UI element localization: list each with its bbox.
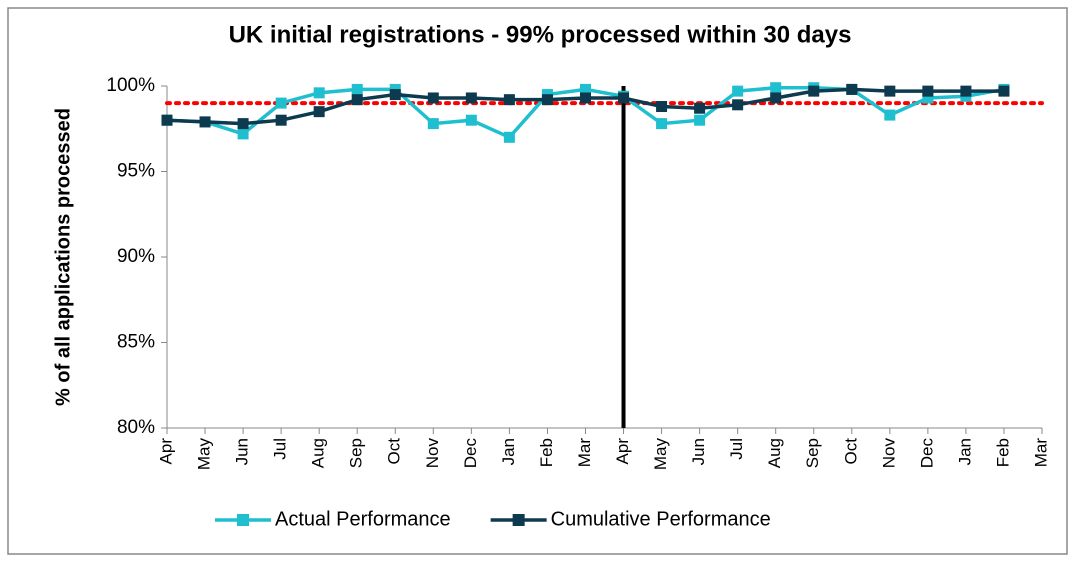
point-marker <box>313 87 325 99</box>
point-marker <box>884 109 896 121</box>
x-tick-label: Feb <box>537 438 556 467</box>
y-axis-label: % of all applications processed <box>52 108 74 406</box>
x-tick-label: Aug <box>309 438 328 468</box>
x-tick-label: Oct <box>841 438 860 465</box>
point-marker <box>922 92 934 104</box>
x-tick-label: May <box>651 438 670 471</box>
y-tick-label: 85% <box>117 332 155 353</box>
x-tick-label: Apr <box>613 438 632 465</box>
x-tick-label: Jan <box>955 438 974 465</box>
y-tick-label: 100% <box>106 75 155 96</box>
y-tick-label: 80% <box>117 417 155 438</box>
x-tick-label: Jun <box>689 438 708 465</box>
x-tick-label: Sep <box>803 438 822 468</box>
point-marker <box>732 99 744 111</box>
point-marker <box>732 85 744 97</box>
y-tick-label: 90% <box>117 246 155 267</box>
point-marker <box>656 101 668 113</box>
x-tick-label: Jan <box>499 438 518 465</box>
chart-title: UK initial registrations - 99% processed… <box>229 21 852 48</box>
point-marker <box>237 128 249 140</box>
point-marker <box>237 118 249 130</box>
x-tick-label: Jun <box>233 438 252 465</box>
point-marker <box>998 85 1010 97</box>
x-tick-label: Oct <box>385 438 404 465</box>
point-marker <box>884 85 896 97</box>
point-marker <box>199 116 211 128</box>
point-marker <box>960 85 972 97</box>
point-marker <box>503 94 515 106</box>
point-marker <box>161 114 173 126</box>
point-marker <box>579 92 591 104</box>
legend-marker <box>512 514 525 526</box>
point-marker <box>427 118 439 130</box>
point-marker <box>465 92 477 104</box>
x-tick-label: Jul <box>727 438 746 460</box>
point-marker <box>694 102 706 114</box>
legend-marker <box>237 514 249 526</box>
point-marker <box>275 114 287 126</box>
x-tick-label: Dec <box>917 438 936 469</box>
x-tick-label: Mar <box>1031 438 1050 468</box>
point-marker <box>808 85 820 97</box>
point-marker <box>770 92 782 104</box>
x-tick-label: Mar <box>575 438 594 468</box>
point-marker <box>694 114 706 126</box>
point-marker <box>770 82 782 94</box>
y-tick-label: 95% <box>117 161 155 182</box>
point-marker <box>351 94 363 106</box>
x-tick-label: Nov <box>879 438 898 469</box>
x-tick-label: Dec <box>461 438 480 469</box>
point-marker <box>427 92 439 104</box>
x-tick-label: Jul <box>271 438 290 460</box>
point-marker <box>465 114 477 126</box>
point-marker <box>541 94 553 106</box>
x-tick-label: Nov <box>423 438 442 469</box>
point-marker <box>313 106 325 118</box>
legend-label: Cumulative Performance <box>551 508 771 530</box>
x-tick-label: Apr <box>156 438 175 465</box>
point-marker <box>656 118 668 130</box>
point-marker <box>389 89 401 101</box>
point-marker <box>351 83 363 95</box>
x-tick-label: Aug <box>765 438 784 468</box>
x-tick-label: Feb <box>993 438 1012 467</box>
point-marker <box>922 85 934 97</box>
x-tick-label: Sep <box>347 438 366 468</box>
point-marker <box>846 83 858 95</box>
x-tick-label: May <box>195 438 214 471</box>
legend-label: Actual Performance <box>275 508 451 530</box>
point-marker <box>503 131 515 143</box>
point-marker <box>618 92 630 104</box>
point-marker <box>579 83 591 95</box>
point-marker <box>275 97 287 109</box>
